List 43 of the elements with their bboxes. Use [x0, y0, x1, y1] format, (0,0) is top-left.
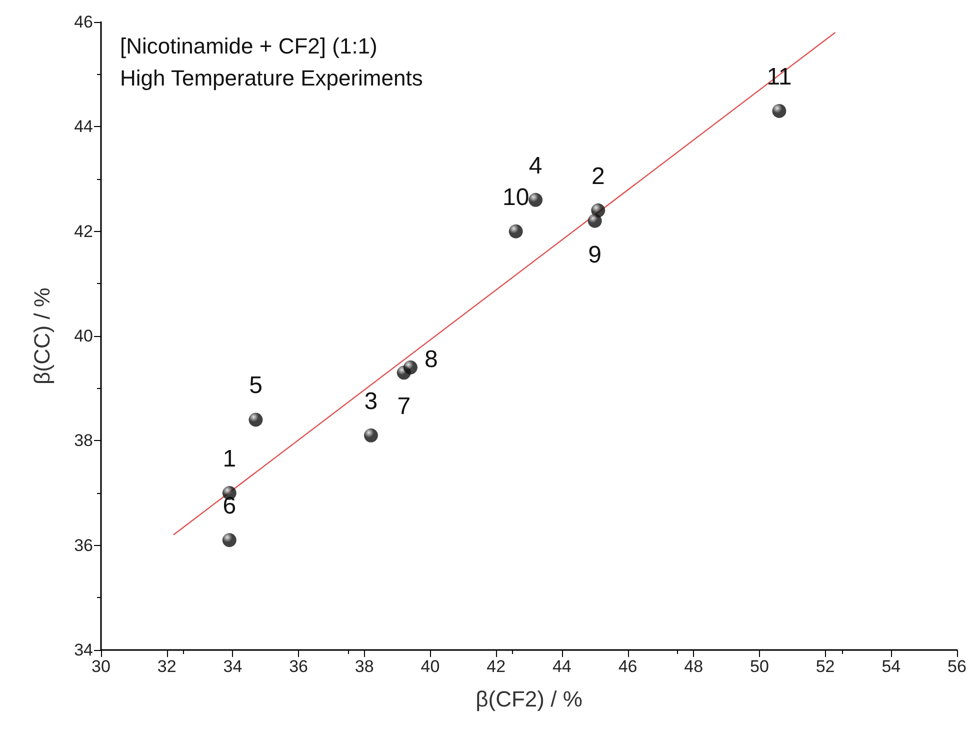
- y-tick-label: 36: [74, 536, 93, 555]
- text: [Nicotinamide + CF2] (1:1): [120, 34, 378, 58]
- point: [508, 224, 523, 238]
- x-tick-label: 48: [684, 657, 704, 676]
- x-tick-label: 42: [486, 657, 506, 676]
- point: [248, 412, 263, 427]
- point: [588, 214, 602, 228]
- annotation: 2: [591, 162, 605, 190]
- x-tick-label: 56: [948, 657, 966, 676]
- x-tick-label: 40: [420, 657, 440, 676]
- y-tick-label: 46: [74, 12, 93, 32]
- annotation: 3: [364, 388, 378, 415]
- y-tick-label: 38: [74, 431, 93, 450]
- x-tick-label: 38: [354, 657, 374, 676]
- y-tick-label: 44: [74, 117, 93, 136]
- point: [222, 533, 236, 548]
- text: High Temperature Experiments: [120, 66, 423, 90]
- annotation: 1: [222, 446, 236, 472]
- x-tick-label: 54: [882, 657, 901, 676]
- x-tick-label: 44: [552, 657, 572, 676]
- x-axis-title: β(CF2) / %: [476, 686, 582, 712]
- annotation: 9: [588, 241, 602, 268]
- annotation: 8: [424, 346, 438, 373]
- annotation: 10: [502, 184, 530, 211]
- x-tick-label: 32: [157, 657, 176, 676]
- point: [772, 104, 786, 118]
- x-tick-label: 36: [289, 657, 308, 676]
- annotation: 5: [249, 372, 262, 400]
- x-tick-label: 52: [816, 657, 835, 676]
- x-tick-label: 34: [223, 657, 242, 676]
- y-tick-label: 40: [74, 326, 93, 346]
- point: [364, 428, 378, 442]
- x-tick-label: 50: [750, 657, 769, 676]
- y-axis-title: β(CC) / %: [30, 288, 54, 384]
- x-tick-label: 30: [92, 657, 110, 676]
- annotation: 7: [397, 393, 411, 420]
- annotation: 4: [528, 152, 542, 180]
- y-tick-label: 42: [74, 222, 93, 241]
- x-tick-label: 46: [618, 657, 638, 676]
- annotation: 6: [222, 492, 236, 520]
- y-tick-label: 34: [74, 640, 93, 660]
- point: [403, 360, 418, 374]
- point: [528, 192, 543, 207]
